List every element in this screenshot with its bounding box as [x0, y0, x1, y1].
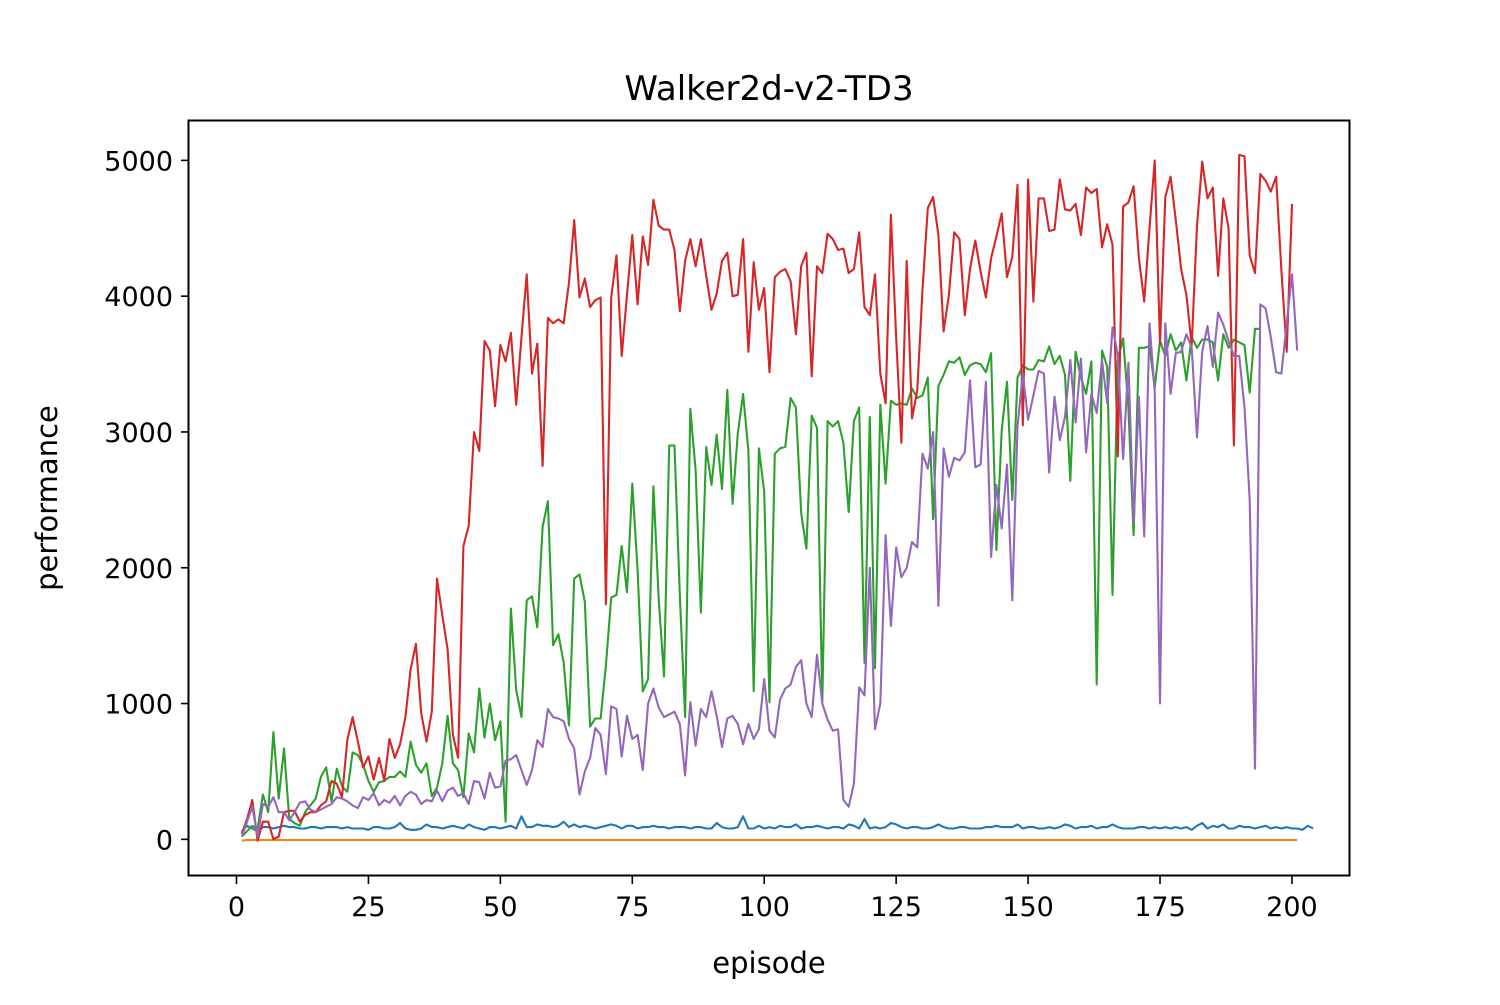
x-tick-label: 50	[483, 892, 517, 923]
x-axis: 0 25 50 75 100 125 150 175 200	[228, 876, 1318, 923]
y-tick-label: 4000	[104, 282, 173, 313]
x-axis-label: episode	[712, 946, 825, 980]
x-tick-label: 125	[870, 892, 922, 923]
x-tick-label: 25	[351, 892, 385, 923]
y-tick-label: 5000	[104, 146, 173, 177]
y-axis: 0 1000 2000 3000 4000 5000	[104, 146, 189, 856]
series-layer	[240, 153, 1314, 842]
x-tick-label: 200	[1266, 892, 1318, 923]
y-tick-label: 1000	[104, 690, 173, 721]
x-tick-label: 0	[228, 892, 245, 923]
x-tick-label: 150	[1002, 892, 1054, 923]
chart-title: Walker2d-v2-TD3	[624, 69, 913, 109]
series-line-1	[241, 815, 1314, 833]
plot-frame	[187, 119, 1351, 877]
x-tick-label: 100	[738, 892, 790, 923]
series-line-2	[241, 838, 1298, 842]
y-tick-label: 2000	[104, 554, 173, 585]
series-line-3	[241, 327, 1261, 838]
x-tick-label: 175	[1134, 892, 1186, 923]
y-tick-label: 0	[156, 825, 173, 856]
series-line-4	[240, 153, 1294, 842]
y-axis-label: performance	[30, 405, 64, 591]
x-tick-label: 75	[615, 892, 649, 923]
series-line-5	[240, 273, 1299, 838]
y-tick-label: 3000	[104, 418, 173, 449]
